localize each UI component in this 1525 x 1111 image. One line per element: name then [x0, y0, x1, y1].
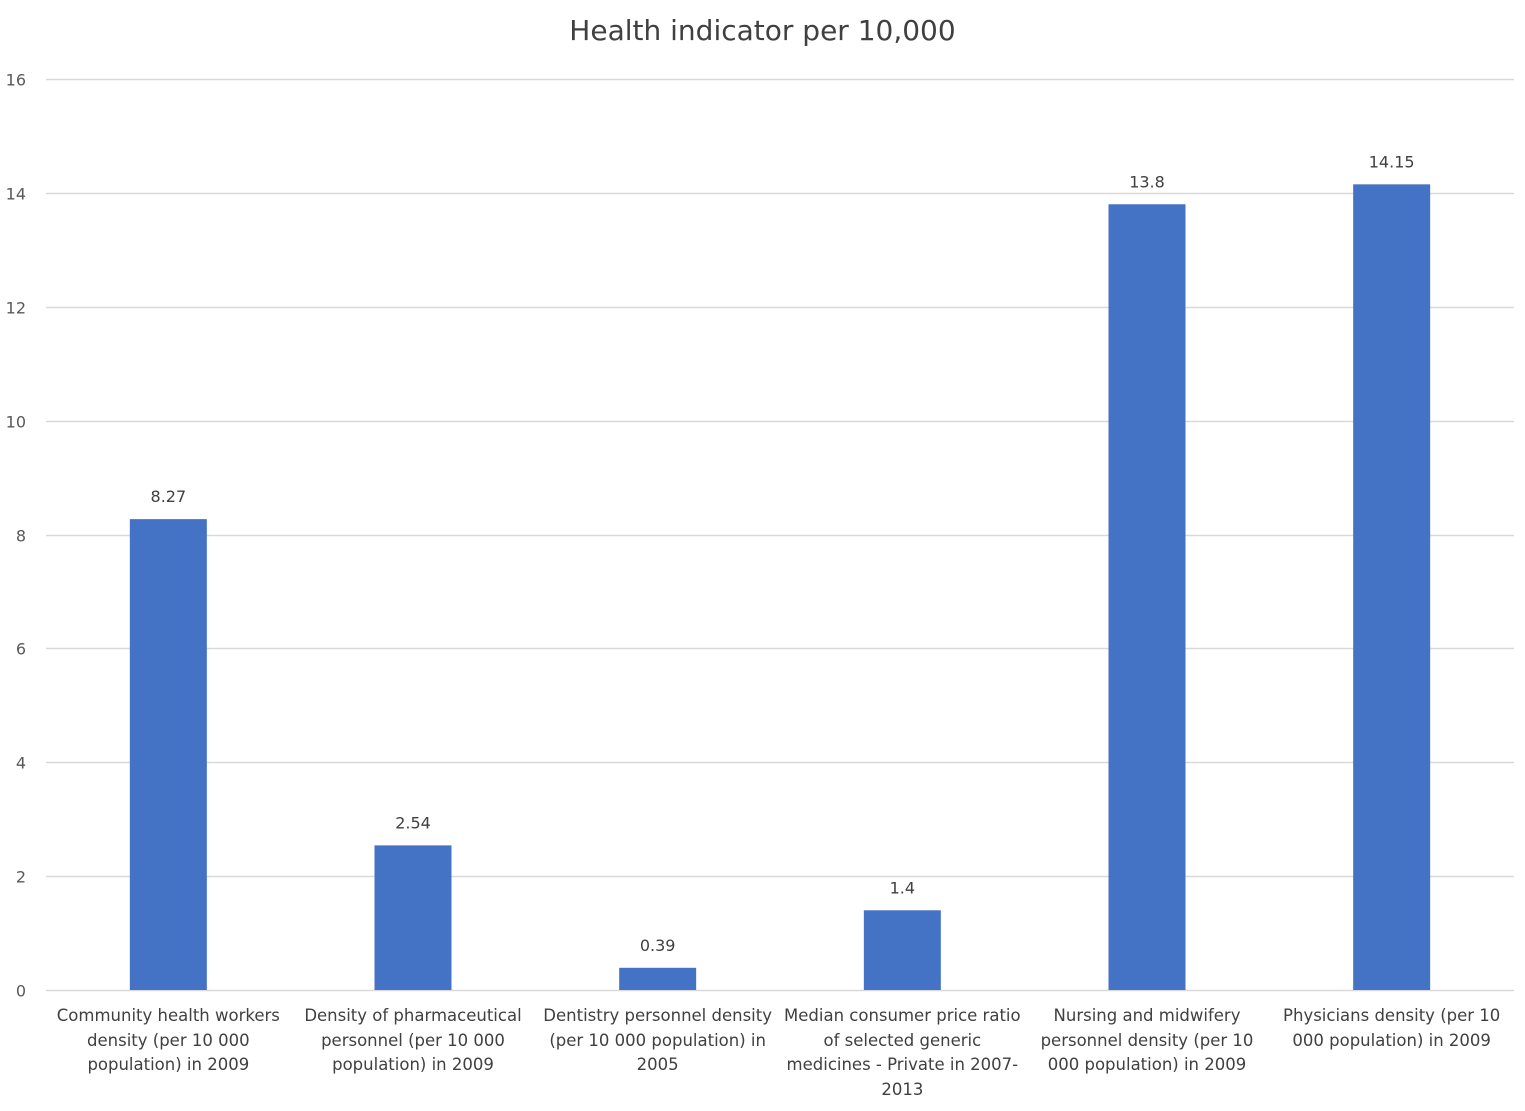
x-category-label: Community health workers density (per 10…	[56, 1006, 280, 1074]
x-category-label: Density of pharmaceutical personnel (per…	[304, 1006, 522, 1074]
data-label: 13.8	[1129, 172, 1165, 191]
y-tick-label: 0	[16, 982, 26, 1001]
bar	[1108, 204, 1186, 990]
bars	[129, 184, 1431, 991]
bar	[863, 910, 941, 990]
data-label: 8.27	[151, 487, 187, 506]
bar	[619, 967, 697, 990]
gridlines	[46, 78, 1514, 992]
data-labels: 8.27 2.54 0.39 1.4 13.8 14.15	[151, 152, 1415, 954]
data-label: 0.39	[640, 936, 676, 955]
x-category-label: Nursing and midwifery personnel density …	[1040, 1006, 1254, 1074]
x-category-label: Physicians density (per 10 000 populatio…	[1283, 1006, 1501, 1050]
y-tick-label: 4	[16, 754, 26, 773]
x-category-label: Median consumer price ratio of selected …	[784, 1006, 1021, 1099]
chart-title: Health indicator per 10,000	[569, 14, 956, 47]
y-tick-label: 2	[16, 868, 26, 887]
y-tick-label: 8	[16, 527, 26, 546]
y-axis-ticks: 0 2 4 6 8 10 12 14 16	[6, 71, 26, 1001]
data-label: 1.4	[890, 878, 915, 897]
bar	[1353, 184, 1431, 991]
y-tick-label: 6	[16, 640, 26, 659]
y-tick-label: 12	[6, 299, 26, 318]
y-tick-label: 14	[6, 185, 26, 204]
y-tick-label: 16	[6, 71, 26, 90]
bar	[374, 845, 452, 990]
x-category-label: Dentistry personnel density (per 10 000 …	[543, 1006, 773, 1074]
bar	[129, 519, 207, 990]
data-label: 14.15	[1369, 152, 1415, 171]
data-label: 2.54	[395, 813, 431, 832]
y-tick-label: 10	[6, 413, 26, 432]
